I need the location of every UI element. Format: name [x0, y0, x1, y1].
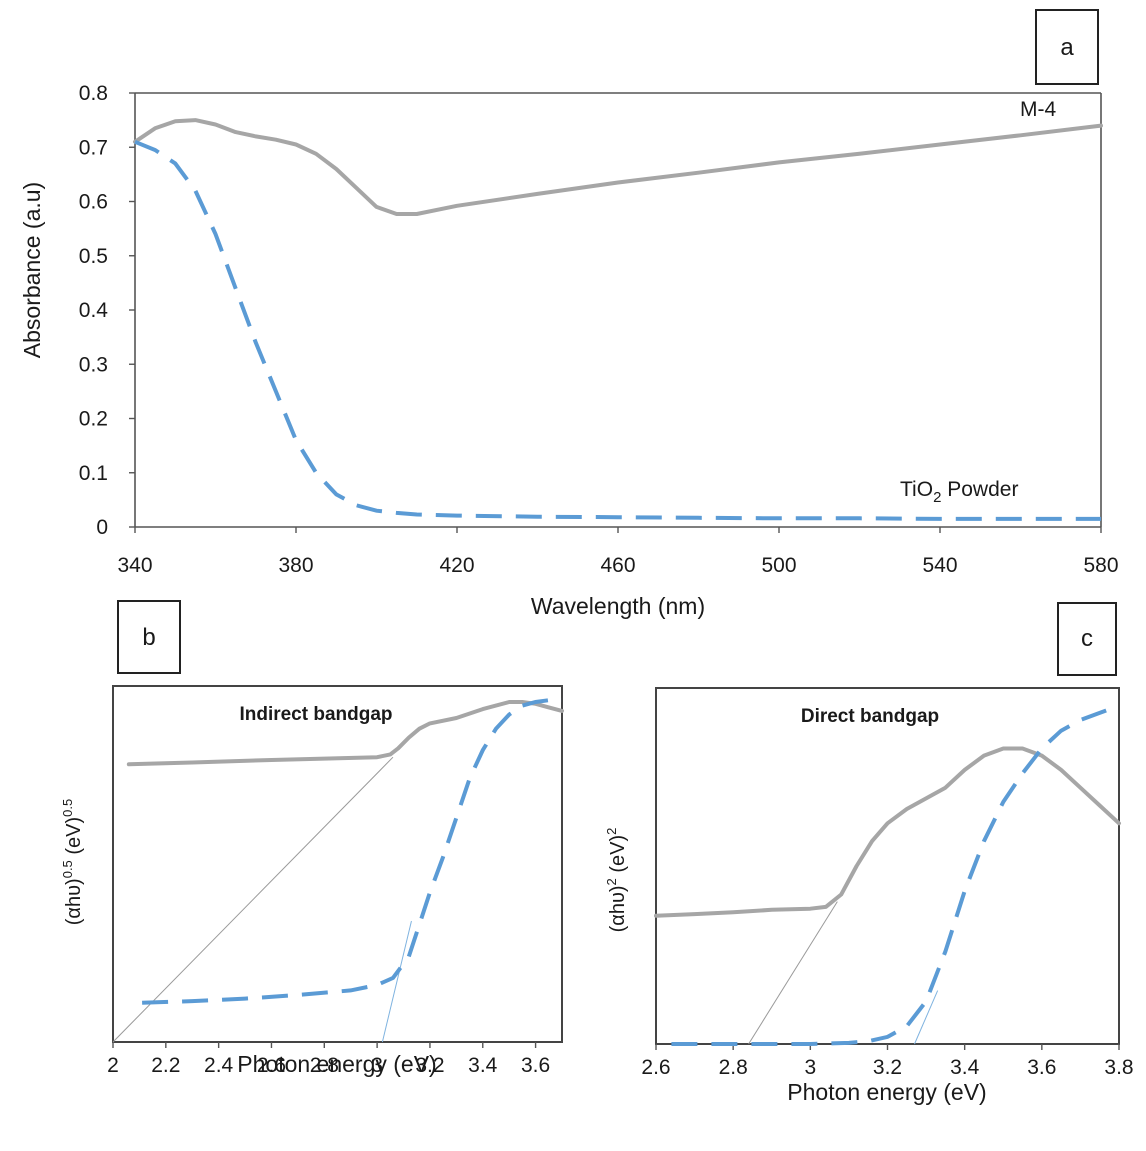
panel-a-y-tick-label: 0.4 — [79, 299, 109, 322]
panel-c-x-tick-label: 3.6 — [1027, 1056, 1056, 1079]
panel-b-badge-box — [117, 600, 181, 674]
panel-a-y-tick-label: 0.2 — [79, 408, 108, 431]
panel-b-ylabel-sup1: 0.5 — [60, 860, 75, 878]
panel-b-fit-line-tio2 — [381, 920, 412, 1043]
panel-c-ylabel-sup1: 2 — [604, 878, 619, 885]
panel-c-title: Direct bandgap — [801, 706, 939, 727]
panel-a-x-tick-label: 460 — [600, 554, 635, 577]
panel-a-x-tick-label: 540 — [922, 554, 957, 577]
panel-a-badge-label: a — [1060, 34, 1074, 61]
panel-a-badge-box — [1035, 9, 1099, 85]
panel-c-fit-line-tio2 — [914, 990, 939, 1045]
panel-a-series-tio2-line — [134, 139, 1101, 521]
panel-a-y-tick-label: 0.1 — [79, 462, 108, 485]
panel-a-y-tick-label: 0.7 — [79, 136, 108, 159]
panel-a-y-tick-label: 0 — [96, 516, 108, 539]
panel-c-badge-label: c — [1081, 625, 1093, 652]
panel-b-x-tick-label: 3.6 — [521, 1054, 550, 1077]
panel-a-x-tick-label: 340 — [117, 554, 152, 577]
panel-b-x-tick-label: 2.8 — [310, 1054, 339, 1077]
panel-c-x-tick-label: 2.6 — [641, 1056, 670, 1079]
panel-a-x-tick-label: 380 — [278, 554, 313, 577]
panel-a-y-tick-label: 0.8 — [79, 82, 108, 105]
panel-a-y-ticks: 0 0.1 0.2 0.3 0.4 0.5 0.6 0.7 0.8 — [79, 82, 135, 539]
panel-b-x-tick-label: 3.4 — [468, 1054, 498, 1077]
panel-c-x-tick-label: 3.4 — [950, 1056, 980, 1079]
panel-a-y-axis-title: Absorbance (a.u) — [19, 182, 45, 358]
panel-c-fit-line-m4 — [748, 901, 838, 1045]
panel-a-legend-tio2-rest: Powder — [941, 478, 1018, 501]
panel-a-x-tick-label: 500 — [761, 554, 796, 577]
panel-b-ylabel-mid: (eV) — [63, 817, 85, 860]
panel-b-y-axis-title: (αhυ)0.5 (eV)0.5 — [60, 799, 85, 925]
panel-c-x-tick-label: 2.8 — [719, 1056, 748, 1079]
panel-a-x-axis-title: Wavelength (nm) — [531, 593, 705, 619]
panel-a: a 0 0.1 0.2 0.3 0.4 0.5 0.6 0.7 0.8 340 380 420 460… — [19, 9, 1119, 619]
panel-a-legend-tio2: TiO2 Powder — [900, 478, 1018, 506]
panel-c-ylabel-main: (αhυ) — [607, 885, 629, 932]
panel-b-series-tio2-line — [142, 698, 562, 1005]
panel-b-x-tick-label: 2 — [107, 1054, 119, 1077]
panel-c-x-axis-title: Photon energy (eV) — [787, 1079, 986, 1105]
panel-a-y-tick-label: 0.5 — [79, 245, 108, 268]
panel-b-x-axis-title: Photon energy (eV) — [237, 1051, 436, 1077]
panel-a-x-tick-label: 420 — [439, 554, 474, 577]
panel-c-series-tio2-line — [671, 703, 1120, 1046]
panel-c-y-axis-title: (αhυ)2 (eV)2 — [604, 828, 629, 933]
panel-b-x-tick-label: 3 — [371, 1054, 383, 1077]
panel-a-x-tick-label: 580 — [1083, 554, 1118, 577]
panel-b-x-tick-label: 2.6 — [257, 1054, 286, 1077]
panel-b-plot-frame — [112, 685, 563, 1043]
panel-a-y-tick-label: 0.6 — [79, 191, 108, 214]
panel-c-badge-box — [1057, 602, 1117, 676]
panel-b-x-ticks: 2 2.2 2.4 2.6 2.8 3 3.2 3.4 3.6 — [107, 1042, 550, 1077]
panel-c-x-tick-label: 3.8 — [1104, 1056, 1133, 1079]
panel-b-fit-line-m4 — [112, 756, 394, 1043]
panel-b-ylabel-main: (αhυ) — [63, 878, 85, 925]
panel-b-x-tick-label: 2.4 — [204, 1054, 234, 1077]
panel-c-series-m4-line — [654, 746, 1121, 918]
panel-b-badge-label: b — [142, 624, 155, 651]
panel-a-x-ticks: 340 380 420 460 500 540 580 — [117, 527, 1119, 577]
panel-c-ylabel-sup2: 2 — [604, 828, 619, 835]
panel-a-y-tick-label: 0.3 — [79, 353, 108, 376]
panel-c-x-tick-label: 3 — [804, 1056, 816, 1079]
panel-a-legend-tio2-main: TiO — [900, 478, 933, 501]
panel-c-x-ticks: 2.6 2.8 3 3.2 3.4 3.6 3.8 — [641, 1044, 1134, 1079]
panel-c-ylabel-mid: (eV) — [607, 835, 629, 878]
panel-a-legend-tio2-sub: 2 — [933, 489, 941, 506]
panel-b-x-tick-label: 2.2 — [151, 1054, 180, 1077]
panel-a-series-m4-line — [133, 118, 1103, 216]
panel-c-x-tick-label: 3.2 — [873, 1056, 902, 1079]
panel-c: c Direct bandgap 2.6 2.8 3 3.2 3.4 3.6 3.8 Pho… — [604, 602, 1134, 1105]
panel-b-title: Indirect bandgap — [239, 704, 392, 725]
panel-b-x-tick-label: 3.2 — [415, 1054, 444, 1077]
panel-b: b Indirect bandgap 2 2.2 2.4 2.6 2.8 3 3.2 3.4 3… — [60, 600, 564, 1077]
panel-a-legend-m4: M-4 — [1020, 98, 1056, 121]
panel-b-ylabel-sup2: 0.5 — [60, 799, 75, 817]
